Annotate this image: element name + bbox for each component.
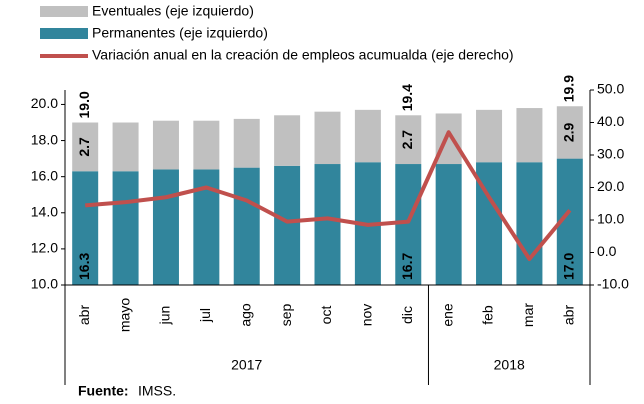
x-tick-label: jul <box>197 308 213 323</box>
x-tick-label: oct <box>318 306 334 325</box>
bar-eventuales <box>556 106 583 159</box>
bar-permanentes <box>233 167 260 285</box>
x-tick-label: feb <box>480 305 496 325</box>
bar-eventuales <box>354 109 381 163</box>
bar-eventuales <box>112 122 139 172</box>
total-label: 19.0 <box>76 91 92 118</box>
bar-eventuales <box>274 115 301 166</box>
bar-permanentes <box>314 164 341 285</box>
bar-permanentes <box>516 162 543 285</box>
legend-label: Eventuales (eje izquierdo) <box>92 3 254 19</box>
y-tick-label: 10.0 <box>31 276 58 292</box>
data-label: 16.7 <box>399 253 415 280</box>
x-tick-label: abr <box>561 305 577 326</box>
x-tick-label: abr <box>76 305 92 326</box>
bar-permanentes <box>152 169 179 285</box>
x-tick-label: mayo <box>116 298 132 332</box>
bar-permanentes <box>112 171 139 285</box>
x-tick-label: mar <box>520 303 536 327</box>
bar-eventuales <box>395 115 422 165</box>
x-tick-label: nov <box>359 304 375 327</box>
y2-tick-label: -10.0 <box>597 276 629 292</box>
y2-tick-label: 20.0 <box>597 178 624 194</box>
y-tick-label: 20.0 <box>31 95 58 111</box>
total-label: 19.4 <box>399 84 415 111</box>
bar-permanentes <box>274 165 301 285</box>
source-label: Fuente: <box>78 383 129 399</box>
y2-tick-label: 50.0 <box>597 81 624 97</box>
bar-permanentes <box>72 171 99 285</box>
x-tick-label: jun <box>157 306 173 326</box>
bar-eventuales <box>152 120 179 170</box>
data-label: 2.9 <box>561 122 577 142</box>
data-label: 2.7 <box>399 130 415 150</box>
group-label: 2018 <box>494 357 525 373</box>
x-tick-label: sep <box>278 304 294 327</box>
y2-tick-label: 40.0 <box>597 113 624 129</box>
group-label: 2017 <box>231 357 262 373</box>
y-tick-label: 16.0 <box>31 167 58 183</box>
total-label: 19.9 <box>561 75 577 102</box>
bar-permanentes <box>395 164 422 285</box>
source: IMSS. <box>138 383 176 399</box>
y-tick-label: 12.0 <box>31 240 58 256</box>
y2-tick-label: 30.0 <box>597 146 624 162</box>
bar-eventuales <box>476 109 503 163</box>
x-tick-label: dic <box>399 306 415 324</box>
legend-swatch <box>40 28 88 39</box>
data-label: 2.7 <box>76 137 92 157</box>
data-label: 16.3 <box>76 253 92 280</box>
y2-tick-label: 10.0 <box>597 211 624 227</box>
line-series <box>85 130 572 261</box>
y-tick-label: 14.0 <box>31 203 58 219</box>
bar-eventuales <box>233 118 260 168</box>
legend-swatch <box>40 6 88 17</box>
x-tick-label: ago <box>237 303 253 327</box>
data-label: 17.0 <box>561 253 577 280</box>
bar-permanentes <box>435 164 462 285</box>
x-tick-label: ene <box>439 303 455 327</box>
bar-eventuales <box>516 108 543 163</box>
y2-tick-label: 0.0 <box>597 243 617 259</box>
legend-label: Variación anual en la creación de empleo… <box>92 47 514 63</box>
y-tick-label: 18.0 <box>31 131 58 147</box>
bar-eventuales <box>193 120 220 170</box>
bar-eventuales <box>314 111 341 165</box>
bar-eventuales <box>72 122 99 172</box>
legend-label: Permanentes (eje izquierdo) <box>92 25 268 41</box>
